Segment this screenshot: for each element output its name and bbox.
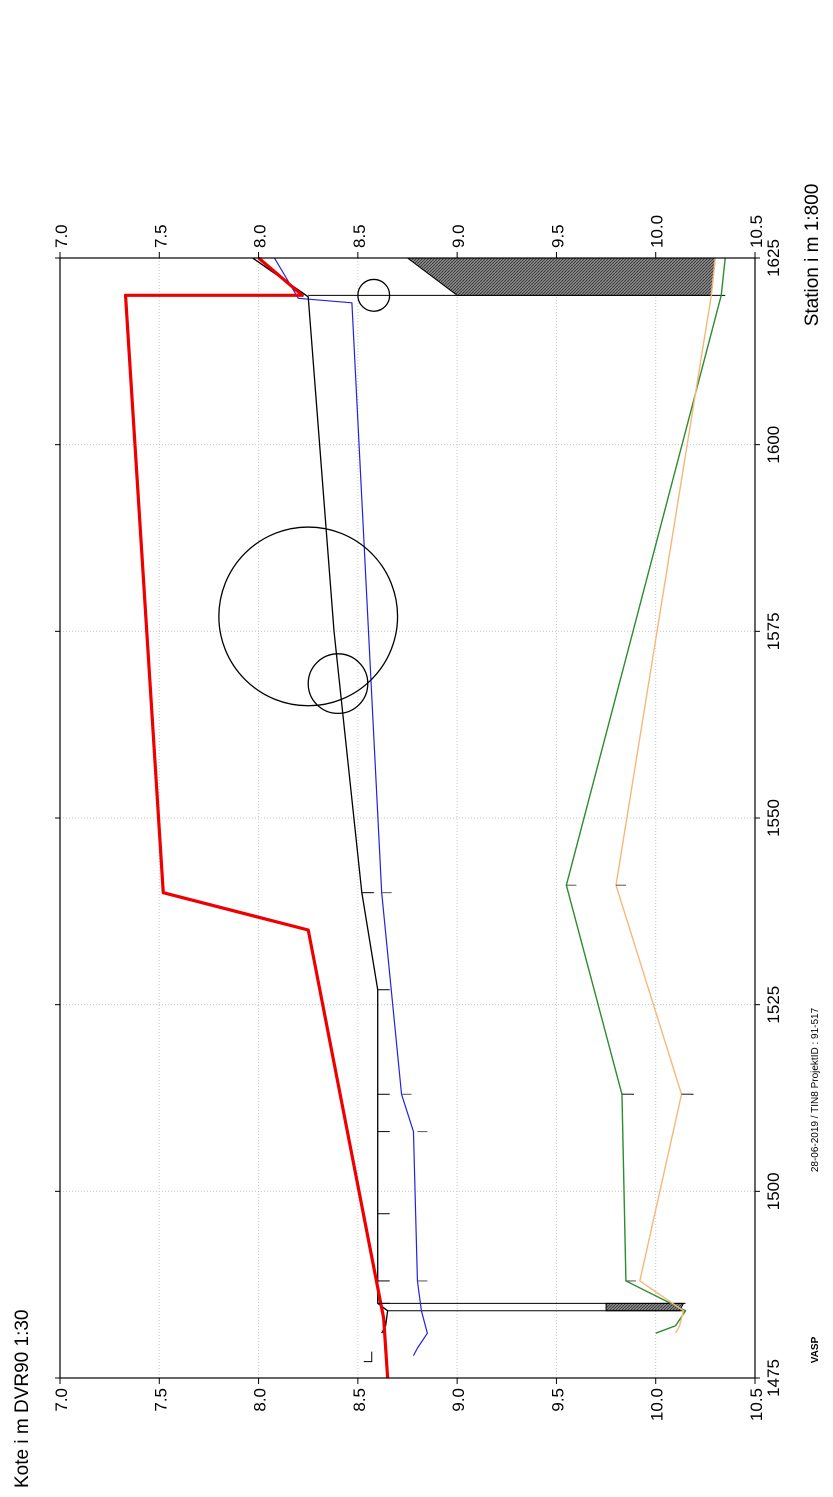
elev-tick-label-bottom: 8.5 xyxy=(350,1388,369,1412)
series-line-0 xyxy=(566,258,725,1333)
footer-right-label: 28-06-2019 / TIN8 ProjektID : 91-517 xyxy=(810,1007,821,1172)
elev-tick-label-bottom: 7.5 xyxy=(151,1388,170,1412)
station-marker xyxy=(364,1352,372,1362)
station-tick-label: 1525 xyxy=(764,986,783,1024)
elev-tick-label-bottom: 9.0 xyxy=(449,1388,468,1412)
series-line-1 xyxy=(616,258,715,1333)
footer-left-label: VASP xyxy=(810,1336,821,1363)
station-tick-label: 1600 xyxy=(764,426,783,464)
station-tick-label: 1550 xyxy=(764,799,783,837)
station-tick-label: 1625 xyxy=(764,239,783,277)
elev-tick-label-top: 8.0 xyxy=(251,224,270,248)
plot-frame xyxy=(60,258,755,1378)
circle-annotations xyxy=(219,279,398,713)
station-tick-label: 1575 xyxy=(764,612,783,650)
elev-tick-label-top: 7.5 xyxy=(151,224,170,248)
elev-tick-label-top: 8.5 xyxy=(350,224,369,248)
elev-tick-label-top: 7.0 xyxy=(52,224,71,248)
elev-tick-label-bottom: 10.0 xyxy=(648,1388,667,1421)
y-axis-title: Kote i m DVR90 1:30 xyxy=(12,1310,33,1488)
elev-tick-label-bottom: 7.0 xyxy=(52,1388,71,1412)
elev-tick-label-top: 10.0 xyxy=(648,215,667,248)
elev-tick-label-bottom: 9.5 xyxy=(548,1388,567,1412)
elev-tick-label-top: 9.0 xyxy=(449,224,468,248)
vertical-structure-lines xyxy=(308,295,725,1310)
station-tick-label: 1500 xyxy=(764,1172,783,1210)
gridlines xyxy=(60,258,755,1378)
profile-series xyxy=(126,258,726,1378)
station-tick-label: 1475 xyxy=(764,1359,783,1397)
hatched-band xyxy=(408,258,716,295)
elev-tick-label-bottom: 8.0 xyxy=(251,1388,270,1412)
x-axis-title: Station i m 1:800 xyxy=(802,184,823,327)
elev-tick-label-top: 9.5 xyxy=(548,224,567,248)
series-line-3 xyxy=(253,258,388,1333)
